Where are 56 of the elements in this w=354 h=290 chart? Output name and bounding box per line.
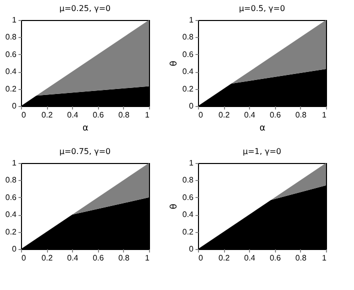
x-axis-title: α (82, 124, 89, 134)
y-tick-label: 0.4 (182, 210, 194, 220)
x-tick-label: 0.2 (42, 254, 54, 262)
y-axis-title: θ (169, 60, 180, 66)
x-tick-label: 1 (322, 110, 328, 120)
chart-title: μ=0.5, γ=0 (238, 4, 286, 13)
y-tick-label: 0 (12, 244, 18, 254)
y-tick-label: 0.8 (182, 176, 194, 185)
x-tick-label: 0.4 (67, 254, 79, 262)
y-tick-label: 0.8 (182, 32, 194, 42)
y-tick-label: 0.2 (5, 227, 18, 236)
x-tick-label: 0.6 (92, 110, 104, 120)
x-tick-label: 0 (198, 110, 204, 120)
x-tick-label: 0.8 (295, 110, 308, 120)
y-tick-label: 0.4 (182, 67, 194, 76)
x-tick-label: 0.6 (270, 110, 282, 120)
x-tick-label: 0.4 (244, 254, 256, 262)
x-tick-label: 0.2 (218, 110, 230, 120)
x-axis-title: α (260, 124, 266, 134)
x-tick-label: 0.4 (244, 110, 256, 120)
y-tick-label: 1 (12, 158, 18, 168)
x-tick-label: 1 (322, 254, 328, 262)
x-tick-label: 0.4 (67, 110, 79, 120)
x-tick-label: 0 (22, 110, 26, 120)
y-tick-label: 1 (189, 16, 194, 24)
x-tick-label: 0.2 (42, 110, 54, 120)
y-tick-label: 0.6 (182, 50, 194, 59)
y-tick-label: 0 (189, 244, 194, 254)
chart-title: μ=0.75, γ=0 (59, 147, 111, 156)
y-tick-label: 0.4 (5, 67, 18, 76)
chart-title: μ=1, γ=0 (242, 147, 282, 156)
y-tick-label: 1 (12, 16, 18, 24)
x-tick-label: 0.6 (270, 254, 282, 262)
y-tick-label: 1 (189, 158, 194, 168)
y-tick-label: 0 (189, 102, 194, 110)
x-tick-label: 0 (198, 254, 204, 262)
y-tick-label: 0.8 (5, 176, 18, 185)
x-tick-label: 0 (22, 254, 26, 262)
x-tick-label: 1 (145, 254, 150, 262)
x-tick-label: 0.8 (295, 254, 308, 262)
y-tick-label: 0 (12, 102, 18, 110)
y-tick-label: 0.4 (5, 210, 18, 220)
chart-title: μ=0.25, γ=0 (59, 4, 111, 13)
x-tick-label: 1 (145, 110, 150, 120)
y-tick-label: 0.2 (5, 84, 18, 94)
y-tick-label: 0.8 (5, 32, 18, 42)
x-tick-label: 0.6 (92, 254, 104, 262)
y-tick-label: 0.2 (182, 84, 194, 94)
x-tick-label: 0.8 (118, 254, 130, 262)
x-tick-label: 0.8 (118, 110, 130, 120)
y-tick-label: 0.6 (5, 192, 18, 202)
x-tick-label: 0.2 (218, 254, 230, 262)
y-tick-label: 0.6 (5, 50, 18, 59)
y-axis-title: θ (169, 203, 180, 210)
y-tick-label: 0.6 (182, 192, 194, 202)
y-tick-label: 0.2 (182, 227, 194, 236)
